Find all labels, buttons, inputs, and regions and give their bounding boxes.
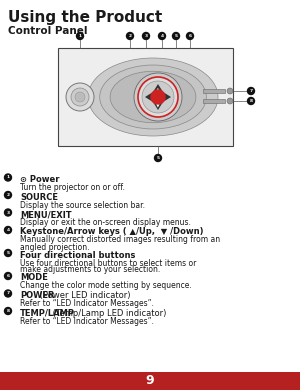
Text: 4: 4 xyxy=(6,228,10,232)
Circle shape xyxy=(66,83,94,111)
Text: 5: 5 xyxy=(7,251,10,255)
Circle shape xyxy=(187,32,194,39)
Text: 6: 6 xyxy=(188,34,191,38)
Text: Control Panel: Control Panel xyxy=(8,26,88,36)
Text: ▼: ▼ xyxy=(156,103,160,108)
Text: ⊙ Power: ⊙ Power xyxy=(20,175,59,184)
Circle shape xyxy=(4,250,11,257)
Text: Change the color mode setting by sequence.: Change the color mode setting by sequenc… xyxy=(20,282,192,291)
Ellipse shape xyxy=(88,58,218,136)
Text: 2: 2 xyxy=(128,34,131,38)
Circle shape xyxy=(154,154,161,161)
Text: 2: 2 xyxy=(7,193,10,197)
Text: Four directional buttons: Four directional buttons xyxy=(20,250,135,259)
Circle shape xyxy=(227,88,233,94)
Circle shape xyxy=(142,81,174,113)
Text: angled projection.: angled projection. xyxy=(20,243,89,252)
Circle shape xyxy=(248,98,254,105)
Polygon shape xyxy=(145,92,153,102)
Text: make adjustments to your selection.: make adjustments to your selection. xyxy=(20,266,160,275)
Text: 8: 8 xyxy=(7,309,10,313)
Text: Display or exit the on-screen display menus.: Display or exit the on-screen display me… xyxy=(20,218,191,227)
Text: 3: 3 xyxy=(7,211,10,215)
Bar xyxy=(58,48,233,146)
Text: ▲: ▲ xyxy=(156,87,160,92)
Circle shape xyxy=(248,87,254,94)
Circle shape xyxy=(4,209,11,216)
Text: 4: 4 xyxy=(160,34,164,38)
Circle shape xyxy=(4,290,11,297)
Text: POWER: POWER xyxy=(20,291,55,300)
Polygon shape xyxy=(153,84,163,92)
Circle shape xyxy=(172,32,179,39)
Circle shape xyxy=(138,77,178,117)
Text: Use four directional buttons to select items or: Use four directional buttons to select i… xyxy=(20,259,197,268)
Circle shape xyxy=(227,98,233,104)
Text: 9: 9 xyxy=(146,374,154,388)
Text: MENU/EXIT: MENU/EXIT xyxy=(20,210,72,219)
Circle shape xyxy=(71,88,89,106)
Ellipse shape xyxy=(100,65,206,129)
Circle shape xyxy=(151,90,165,104)
Bar xyxy=(203,99,225,103)
Text: Display the source selection bar.: Display the source selection bar. xyxy=(20,200,145,209)
Bar xyxy=(203,89,225,93)
Circle shape xyxy=(134,73,182,121)
Text: Keystone/Arrow keys ( ▲/Up,  ▼ /Down): Keystone/Arrow keys ( ▲/Up, ▼ /Down) xyxy=(20,227,203,236)
Text: (Power LED indicator): (Power LED indicator) xyxy=(37,291,130,300)
Text: SOURCE: SOURCE xyxy=(20,193,58,202)
Circle shape xyxy=(4,307,11,314)
Text: (Temp/Lamp LED indicator): (Temp/Lamp LED indicator) xyxy=(50,308,166,317)
Text: Using the Product: Using the Product xyxy=(8,10,162,25)
Text: Refer to “LED Indicator Messages”.: Refer to “LED Indicator Messages”. xyxy=(20,317,154,326)
Ellipse shape xyxy=(110,71,196,123)
Circle shape xyxy=(127,32,134,39)
Polygon shape xyxy=(153,102,163,110)
Polygon shape xyxy=(163,92,171,102)
Text: Turn the projector on or off.: Turn the projector on or off. xyxy=(20,183,125,192)
Text: 5: 5 xyxy=(157,156,160,160)
Text: 1: 1 xyxy=(78,34,82,38)
Text: MODE: MODE xyxy=(20,273,48,282)
Text: 5: 5 xyxy=(175,34,178,38)
Text: 6: 6 xyxy=(7,274,10,278)
Bar xyxy=(0,372,300,390)
Text: Refer to “LED Indicator Messages”.: Refer to “LED Indicator Messages”. xyxy=(20,299,154,308)
Circle shape xyxy=(76,32,83,39)
Circle shape xyxy=(4,191,11,199)
Text: 7: 7 xyxy=(7,291,10,296)
Text: 3: 3 xyxy=(145,34,148,38)
Text: 1: 1 xyxy=(6,176,10,179)
Circle shape xyxy=(4,174,11,181)
Circle shape xyxy=(4,273,11,280)
Text: 7: 7 xyxy=(250,89,253,93)
Circle shape xyxy=(142,32,149,39)
Circle shape xyxy=(4,227,11,234)
Text: Manually correct distorted images resulting from an: Manually correct distorted images result… xyxy=(20,236,220,245)
Circle shape xyxy=(75,92,85,102)
Text: 8: 8 xyxy=(250,99,253,103)
Text: TEMP/LAMP: TEMP/LAMP xyxy=(20,308,75,317)
Circle shape xyxy=(158,32,166,39)
